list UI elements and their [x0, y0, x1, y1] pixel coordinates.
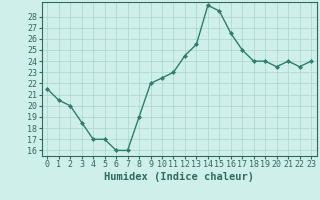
X-axis label: Humidex (Indice chaleur): Humidex (Indice chaleur) [104, 172, 254, 182]
